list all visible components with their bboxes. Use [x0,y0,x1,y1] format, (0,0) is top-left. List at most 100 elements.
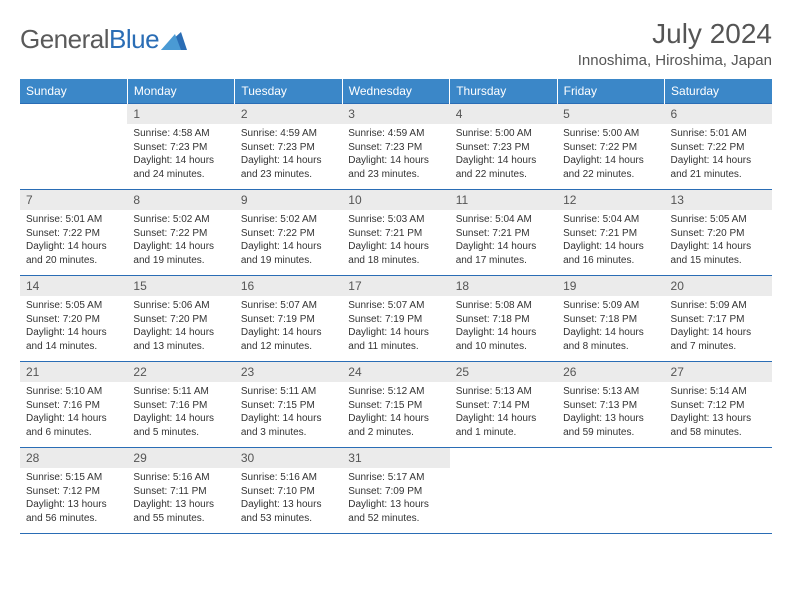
day-number: 1 [127,104,234,124]
day-data-line: and 2 minutes. [348,426,443,440]
day-number: 16 [235,276,342,296]
day-data-line: Sunset: 7:15 PM [348,399,443,413]
day-data: Sunrise: 4:58 AMSunset: 7:23 PMDaylight:… [127,124,234,185]
day-data: Sunrise: 5:10 AMSunset: 7:16 PMDaylight:… [20,382,127,443]
day-data-line: Daylight: 14 hours [348,412,443,426]
day-number: 4 [450,104,557,124]
day-data-line: and 1 minute. [456,426,551,440]
day-number: 3 [342,104,449,124]
day-data: Sunrise: 5:07 AMSunset: 7:19 PMDaylight:… [235,296,342,357]
day-data-line: and 20 minutes. [26,254,121,268]
day-data-line: Sunrise: 5:07 AM [241,299,336,313]
day-number: 27 [665,362,772,382]
day-data-line: Sunrise: 5:12 AM [348,385,443,399]
day-data-line: and 53 minutes. [241,512,336,526]
calendar-week: 21Sunrise: 5:10 AMSunset: 7:16 PMDayligh… [20,362,772,448]
day-data-line: Sunrise: 5:15 AM [26,471,121,485]
calendar-week: 14Sunrise: 5:05 AMSunset: 7:20 PMDayligh… [20,276,772,362]
calendar-cell: 18Sunrise: 5:08 AMSunset: 7:18 PMDayligh… [450,276,557,362]
day-data-line: Daylight: 14 hours [348,240,443,254]
day-data-line: Daylight: 13 hours [241,498,336,512]
day-data-line: Sunset: 7:22 PM [133,227,228,241]
calendar-cell: 7Sunrise: 5:01 AMSunset: 7:22 PMDaylight… [20,190,127,276]
calendar-cell: 25Sunrise: 5:13 AMSunset: 7:14 PMDayligh… [450,362,557,448]
day-data-line: Sunrise: 5:03 AM [348,213,443,227]
day-data-line: Sunset: 7:16 PM [26,399,121,413]
day-data-line: Sunrise: 5:16 AM [241,471,336,485]
day-number: 10 [342,190,449,210]
day-data: Sunrise: 5:15 AMSunset: 7:12 PMDaylight:… [20,468,127,529]
day-data-line: Sunset: 7:20 PM [26,313,121,327]
day-data: Sunrise: 5:00 AMSunset: 7:22 PMDaylight:… [557,124,664,185]
day-data-line: Sunset: 7:17 PM [671,313,766,327]
day-data-line: Sunrise: 5:05 AM [671,213,766,227]
day-data-line: and 8 minutes. [563,340,658,354]
day-data-line: and 14 minutes. [26,340,121,354]
day-data: Sunrise: 5:02 AMSunset: 7:22 PMDaylight:… [235,210,342,271]
day-data-line: Daylight: 13 hours [133,498,228,512]
day-data-line: Sunset: 7:12 PM [26,485,121,499]
day-data-line: Sunrise: 5:17 AM [348,471,443,485]
day-data-line: and 22 minutes. [456,168,551,182]
day-data-line: and 19 minutes. [241,254,336,268]
day-data-line: Sunset: 7:15 PM [241,399,336,413]
calendar-cell: 16Sunrise: 5:07 AMSunset: 7:19 PMDayligh… [235,276,342,362]
day-data-line: Sunrise: 5:00 AM [456,127,551,141]
calendar-cell: 12Sunrise: 5:04 AMSunset: 7:21 PMDayligh… [557,190,664,276]
day-data-line: Sunset: 7:22 PM [241,227,336,241]
calendar-cell: 30Sunrise: 5:16 AMSunset: 7:10 PMDayligh… [235,448,342,534]
day-data: Sunrise: 5:05 AMSunset: 7:20 PMDaylight:… [665,210,772,271]
header: GeneralBlue July 2024 Innoshima, Hiroshi… [20,18,772,69]
day-data-line: Sunset: 7:13 PM [563,399,658,413]
day-data-line: Sunset: 7:21 PM [563,227,658,241]
location: Innoshima, Hiroshima, Japan [578,52,772,69]
day-data-line: Sunset: 7:23 PM [456,141,551,155]
day-data-line: Sunset: 7:23 PM [133,141,228,155]
day-data-line: and 12 minutes. [241,340,336,354]
day-data-line: and 6 minutes. [26,426,121,440]
calendar-week: 28Sunrise: 5:15 AMSunset: 7:12 PMDayligh… [20,448,772,534]
day-data: Sunrise: 4:59 AMSunset: 7:23 PMDaylight:… [235,124,342,185]
day-number: 2 [235,104,342,124]
day-data-line: and 21 minutes. [671,168,766,182]
day-data-line: Daylight: 14 hours [26,326,121,340]
day-data-line: Sunset: 7:19 PM [241,313,336,327]
day-data-line: Sunrise: 5:04 AM [563,213,658,227]
day-data-line: Sunset: 7:12 PM [671,399,766,413]
day-data: Sunrise: 5:04 AMSunset: 7:21 PMDaylight:… [450,210,557,271]
calendar-cell: 17Sunrise: 5:07 AMSunset: 7:19 PMDayligh… [342,276,449,362]
day-data: Sunrise: 5:01 AMSunset: 7:22 PMDaylight:… [665,124,772,185]
day-data-line: and 56 minutes. [26,512,121,526]
day-data-line: and 18 minutes. [348,254,443,268]
day-number: 31 [342,448,449,468]
day-data-line: Sunset: 7:11 PM [133,485,228,499]
calendar-table: SundayMondayTuesdayWednesdayThursdayFrid… [20,79,772,534]
day-data-line: Daylight: 14 hours [133,412,228,426]
calendar-cell: 8Sunrise: 5:02 AMSunset: 7:22 PMDaylight… [127,190,234,276]
day-data-line: Daylight: 14 hours [671,326,766,340]
calendar-cell: 10Sunrise: 5:03 AMSunset: 7:21 PMDayligh… [342,190,449,276]
day-data-line: Sunset: 7:19 PM [348,313,443,327]
day-data-line: Daylight: 14 hours [348,326,443,340]
dayname-row: SundayMondayTuesdayWednesdayThursdayFrid… [20,79,772,104]
day-number: 6 [665,104,772,124]
day-data-line: Daylight: 13 hours [26,498,121,512]
day-number: 30 [235,448,342,468]
day-data-line: Sunrise: 5:09 AM [563,299,658,313]
day-number: 29 [127,448,234,468]
calendar-cell: 9Sunrise: 5:02 AMSunset: 7:22 PMDaylight… [235,190,342,276]
day-data-line: Sunrise: 5:01 AM [671,127,766,141]
day-number: 23 [235,362,342,382]
day-data-line: and 11 minutes. [348,340,443,354]
logo-text: GeneralBlue [20,24,159,55]
day-data-line: and 23 minutes. [241,168,336,182]
calendar-cell: 15Sunrise: 5:06 AMSunset: 7:20 PMDayligh… [127,276,234,362]
day-data-line: Sunset: 7:20 PM [133,313,228,327]
day-data-line: Daylight: 14 hours [241,412,336,426]
calendar-cell: 20Sunrise: 5:09 AMSunset: 7:17 PMDayligh… [665,276,772,362]
calendar-cell: 11Sunrise: 5:04 AMSunset: 7:21 PMDayligh… [450,190,557,276]
day-data-line: Daylight: 14 hours [456,326,551,340]
day-data-line: and 3 minutes. [241,426,336,440]
logo: GeneralBlue [20,24,187,55]
day-data: Sunrise: 5:09 AMSunset: 7:18 PMDaylight:… [557,296,664,357]
